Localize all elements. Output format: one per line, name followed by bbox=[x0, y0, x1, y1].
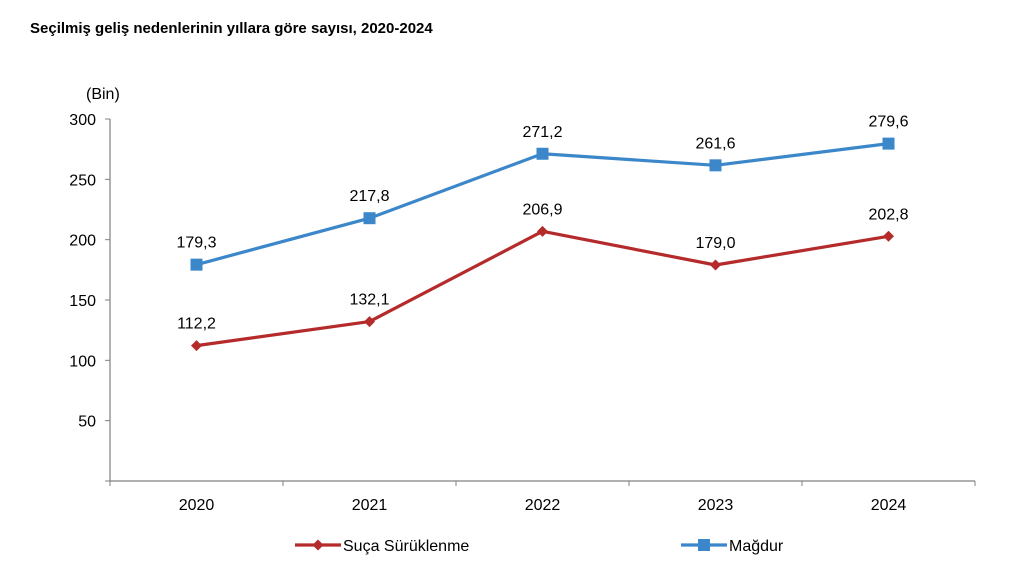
legend-label: Mağdur bbox=[729, 538, 784, 555]
y-tick-label: 150 bbox=[69, 293, 96, 310]
legend-label: Suça Sürüklenme bbox=[343, 538, 469, 555]
data-point-diamond bbox=[537, 225, 548, 237]
data-label: 279,6 bbox=[868, 114, 908, 131]
x-tick-label: 2020 bbox=[179, 497, 215, 514]
y-tick-label: 200 bbox=[69, 233, 96, 250]
data-point-square bbox=[190, 258, 203, 271]
y-tick-label: 300 bbox=[69, 112, 96, 129]
y-tick-label: 250 bbox=[69, 172, 96, 189]
data-label: 206,9 bbox=[522, 201, 562, 218]
data-point-diamond bbox=[364, 316, 375, 328]
data-label: 271,2 bbox=[522, 124, 562, 141]
series-lines bbox=[190, 137, 895, 352]
data-point-diamond bbox=[710, 259, 721, 271]
data-label: 261,6 bbox=[695, 135, 735, 152]
x-tick-label: 2022 bbox=[525, 497, 561, 514]
y-tick-label: 50 bbox=[78, 414, 96, 431]
data-point-square bbox=[709, 159, 722, 172]
data-point-square bbox=[536, 147, 549, 160]
x-tick-label: 2023 bbox=[698, 497, 734, 514]
data-label: 217,8 bbox=[349, 188, 389, 205]
data-label: 112,2 bbox=[177, 316, 216, 333]
data-point-diamond bbox=[191, 340, 202, 352]
series-line-suca-suruklenme bbox=[196, 229, 889, 348]
data-label: 132,1 bbox=[349, 292, 389, 309]
legend: Suça Sürüklenme Mağdur bbox=[295, 538, 784, 555]
x-tick-label: 2024 bbox=[871, 497, 907, 514]
data-label: 202,8 bbox=[868, 206, 908, 223]
legend-marker-diamond bbox=[312, 539, 324, 551]
data-point-square bbox=[882, 137, 895, 150]
data-point-square bbox=[363, 212, 376, 225]
data-point-diamond bbox=[883, 230, 894, 242]
data-labels: 179,3 217,8 271,2 261,6 279,6 112,2 132,1 206,9… bbox=[176, 114, 908, 333]
y-unit-label: (Bin) bbox=[86, 86, 120, 103]
x-tick-label: 2021 bbox=[352, 497, 388, 514]
data-label: 179,0 bbox=[695, 235, 735, 252]
chart-title: Seçilmiş geliş nedenlerinin yıllara göre… bbox=[30, 20, 433, 37]
legend-marker-square bbox=[698, 539, 710, 551]
y-tick-label: 100 bbox=[69, 353, 96, 370]
axes: 300 250 200 150 100 50 2020 2021 2022 2023 2024 bbox=[69, 112, 976, 514]
data-label: 179,3 bbox=[176, 235, 216, 252]
